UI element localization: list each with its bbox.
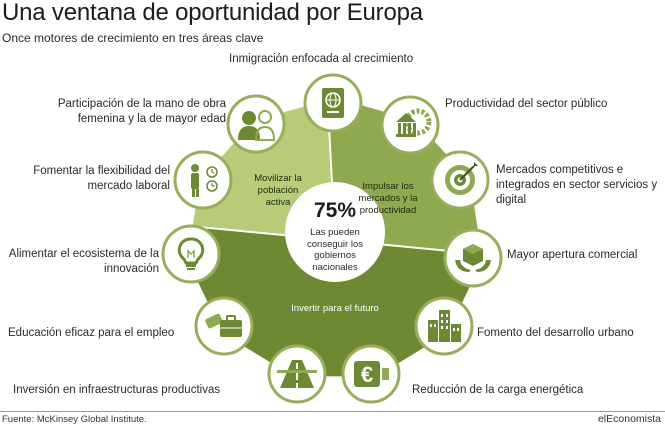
page-title: Una ventana de oportunidad por Europa bbox=[2, 0, 423, 26]
engine-label-mercados-text: Mercados competitivos e integrados en se… bbox=[496, 164, 658, 206]
engine-label-educacion: Educación eficaz para el empleo bbox=[8, 327, 175, 339]
node-urban bbox=[414, 296, 474, 356]
engine-label-urbano: Fomento del desarrollo urbano bbox=[477, 327, 634, 339]
lightbulb-icon bbox=[177, 237, 205, 270]
segment-label-invertir: Invertir para el futuro bbox=[291, 303, 379, 314]
city-buildings-icon bbox=[428, 310, 461, 342]
node-education bbox=[194, 296, 254, 356]
engine-label-infraestructuras: Inversión en infraestructuras productiva… bbox=[13, 384, 221, 396]
euro-plug-icon: € bbox=[354, 361, 389, 387]
engine-label-participacion-text: Participación de la mano de obra femenin… bbox=[57, 98, 226, 125]
center-circle bbox=[285, 182, 385, 282]
node-energy: € bbox=[341, 344, 401, 404]
center-description: Las pueden conseguir los gobiernos nacio… bbox=[307, 227, 363, 273]
engine-label-energia: Reducción de la carga energética bbox=[412, 384, 584, 396]
engine-label-apertura: Mayor apertura comercial bbox=[507, 249, 638, 261]
woman-elder-icon bbox=[238, 110, 276, 141]
engine-label-inmigracion: Inmigración enfocada al crecimiento bbox=[229, 53, 414, 65]
center-percentage: 75% bbox=[313, 199, 357, 222]
road-icon bbox=[277, 360, 317, 388]
engine-label-flexibilidad: Fomentar la flexibilidad del mercado lab… bbox=[20, 164, 170, 194]
boxes-hands-icon bbox=[455, 244, 491, 272]
source-note: Fuente: McKinsey Global Institute. bbox=[2, 414, 147, 425]
engine-label-flexibilidad-text: Fomentar la flexibilidad del mercado lab… bbox=[33, 165, 170, 192]
segment-label-impulsar: Impulsar los mercados y la productividad bbox=[358, 181, 418, 216]
diploma-briefcase-icon bbox=[205, 313, 242, 337]
node-innovation bbox=[161, 224, 221, 284]
node-passport bbox=[303, 73, 363, 133]
engine-label-productividad: Productividad del sector público bbox=[445, 98, 608, 110]
node-trade bbox=[443, 228, 503, 288]
node-markets bbox=[430, 150, 490, 210]
engine-label-innovacion: Alimentar el ecosistema de la innovación bbox=[4, 247, 159, 277]
node-female-elder bbox=[226, 94, 286, 154]
engine-label-participacion: Participación de la mano de obra femenin… bbox=[38, 97, 226, 127]
engine-label-mercados: Mercados competitivos e integrados en se… bbox=[496, 163, 664, 208]
government-building-gear-icon bbox=[396, 108, 432, 137]
svg-text:€: € bbox=[361, 362, 373, 387]
target-arrow-icon bbox=[445, 162, 478, 195]
node-public-sector bbox=[380, 95, 440, 155]
page-subtitle: Once motores de crecimiento en tres área… bbox=[2, 31, 264, 45]
segment-label-movilizar: Movilizar la población activa bbox=[254, 173, 302, 208]
worker-clock-icon bbox=[191, 164, 218, 197]
segment-invertir bbox=[187, 225, 483, 377]
node-labor-flexibility bbox=[173, 150, 233, 210]
engine-label-innovacion-text: Alimentar el ecosistema de la innovación bbox=[8, 248, 159, 275]
footer-divider bbox=[0, 411, 665, 412]
node-infrastructure bbox=[267, 344, 327, 404]
brand-logo: elEconomista bbox=[597, 413, 661, 425]
passport-icon bbox=[322, 88, 344, 118]
